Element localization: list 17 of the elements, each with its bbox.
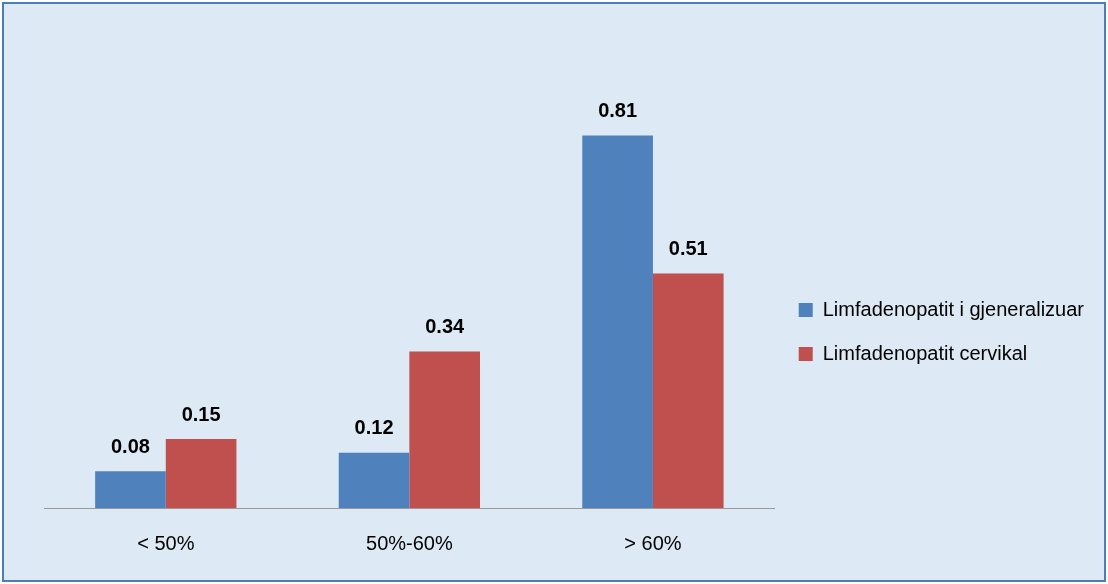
data-label: 0.51 — [668, 236, 708, 259]
bar — [165, 439, 237, 508]
data-label: 0.81 — [598, 98, 638, 121]
x-tick-label: 50%-60% — [366, 531, 453, 554]
data-label: 0.12 — [354, 416, 394, 439]
x-tick-label: < 50% — [137, 531, 195, 554]
legend-label: Limfadenopatit i gjeneralizuar — [822, 297, 1085, 320]
bar — [409, 351, 480, 508]
x-tick-label: > 60% — [624, 531, 682, 554]
bar — [338, 452, 410, 508]
bar — [652, 273, 724, 508]
data-label: 0.34 — [425, 315, 466, 338]
data-label: 0.08 — [111, 434, 150, 457]
bar — [582, 135, 653, 508]
bar — [95, 471, 166, 508]
legend-label: Limfadenopatit cervikal — [822, 341, 1028, 364]
data-label: 0.15 — [181, 402, 221, 425]
